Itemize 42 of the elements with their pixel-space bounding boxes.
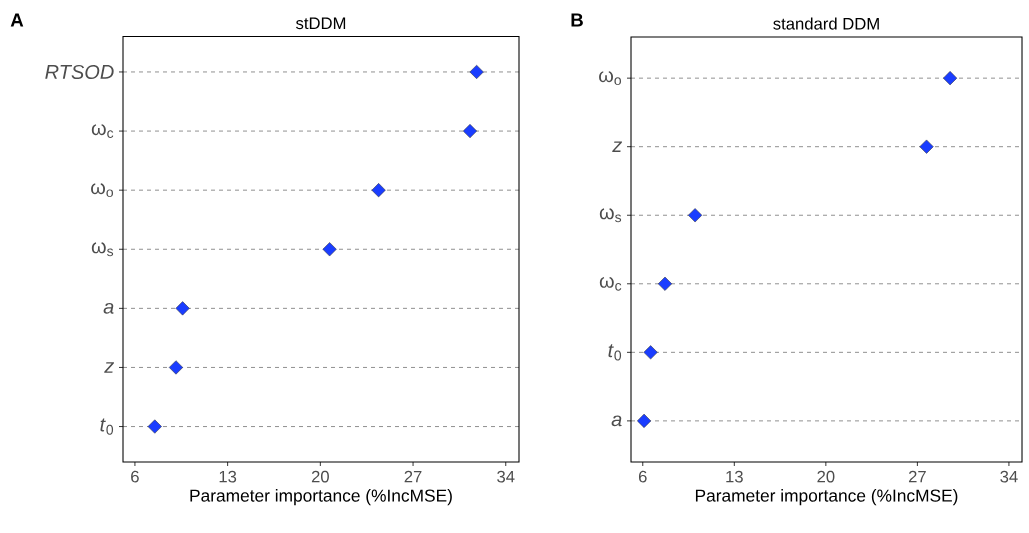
y-tick-label: a (611, 415, 622, 427)
y-tick-label: a (103, 302, 114, 314)
y-tick-label: RTSOD (45, 64, 114, 80)
x-tick-label: 13 (726, 470, 743, 483)
chart-title: standard DDM (773, 17, 879, 30)
y-tick-label: ω$_{s}$ (91, 242, 114, 257)
point (657, 276, 673, 291)
point (168, 360, 184, 375)
point (943, 71, 958, 86)
x-tick-label: 20 (311, 470, 329, 483)
point (919, 139, 934, 154)
text: B (571, 13, 583, 27)
y-tick-label: z (612, 141, 623, 152)
y-tick-label: ω$_{c}$ (91, 124, 114, 138)
x-tick-label: 27 (908, 470, 926, 483)
point (147, 419, 162, 434)
point (688, 208, 703, 223)
point (637, 413, 652, 428)
x-tick-label: 6 (131, 470, 139, 483)
point (469, 64, 484, 80)
x-tick-label: 13 (219, 470, 237, 483)
x-axis-title: Parameter importance (%IncMSE) (190, 489, 452, 506)
x-tick-label: 20 (817, 470, 835, 483)
point (462, 124, 478, 139)
y-tick-label: ω$_{c}$ (599, 276, 622, 291)
chart-title: stDDM (296, 17, 346, 30)
y-tick-label: ω$_{s}$ (599, 208, 622, 223)
point (175, 301, 190, 316)
y-tick-label: z (104, 362, 115, 373)
y-tick-label: ω$_{o}$ (91, 183, 114, 198)
point (643, 345, 658, 360)
point (371, 183, 386, 198)
x-tick-label: 6 (638, 470, 647, 483)
x-tick-label: 34 (497, 470, 515, 483)
text: A (10, 13, 24, 27)
point (322, 242, 337, 257)
x-tick-label: 34 (1000, 470, 1018, 483)
y-tick-label: ω$_{o}$ (599, 71, 622, 86)
x-tick-label: 27 (404, 470, 422, 483)
y-tick-label: t$_{0}$ (608, 344, 622, 361)
y-tick-label: t$_{0}$ (100, 418, 114, 435)
x-axis-title: Parameter importance (%IncMSE) (695, 489, 958, 506)
